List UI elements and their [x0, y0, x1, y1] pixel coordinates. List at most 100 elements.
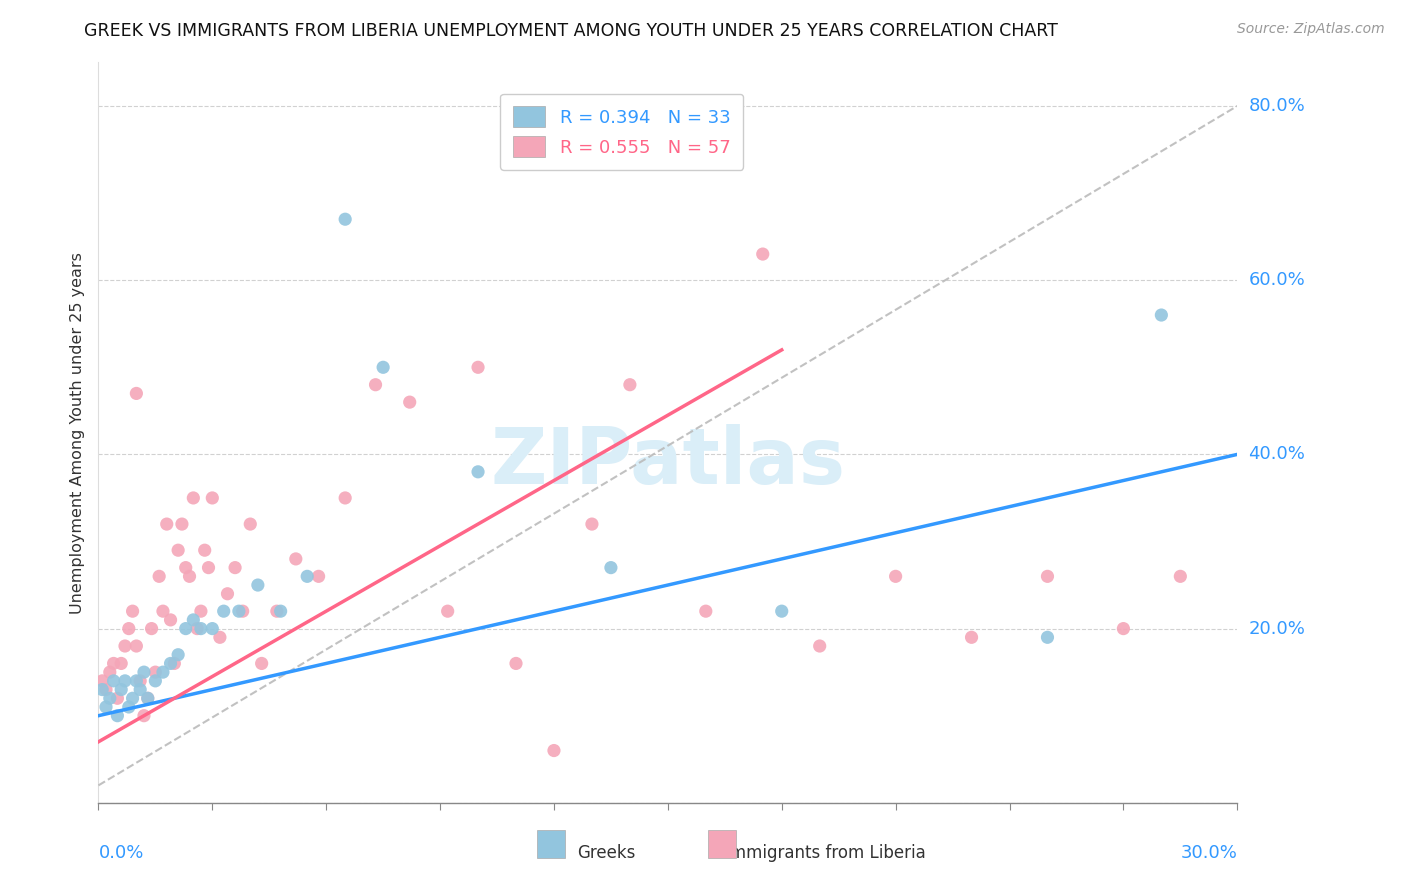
Text: 60.0%: 60.0% — [1249, 271, 1305, 289]
Point — [94, 682, 117, 697]
Text: Greeks: Greeks — [576, 844, 636, 862]
Point — [194, 543, 217, 558]
Point — [121, 604, 143, 618]
Point — [270, 604, 292, 618]
Point — [179, 569, 201, 583]
Point — [167, 543, 190, 558]
Point — [91, 673, 114, 688]
Point — [141, 622, 163, 636]
Point — [371, 360, 394, 375]
Point — [129, 673, 152, 688]
Point — [1036, 630, 1059, 644]
Point — [808, 639, 831, 653]
Point — [98, 665, 121, 680]
Point — [250, 657, 273, 671]
Point — [335, 491, 357, 505]
Point — [148, 569, 170, 583]
Point — [103, 673, 125, 688]
Point — [129, 682, 152, 697]
Point — [505, 657, 527, 671]
Point — [114, 639, 136, 653]
Point — [145, 665, 167, 680]
Point — [132, 708, 155, 723]
Text: 0.0%: 0.0% — [98, 844, 143, 862]
Point — [284, 552, 307, 566]
Point — [125, 639, 148, 653]
Point — [364, 377, 387, 392]
Text: 30.0%: 30.0% — [1181, 844, 1237, 862]
Point — [186, 622, 208, 636]
Point — [1170, 569, 1192, 583]
Point — [228, 604, 250, 618]
Point — [118, 700, 141, 714]
Point — [467, 465, 489, 479]
Point — [132, 665, 155, 680]
Point — [308, 569, 330, 583]
Point — [884, 569, 907, 583]
Point — [695, 604, 717, 618]
Point — [174, 622, 197, 636]
Point — [170, 517, 193, 532]
Point — [174, 560, 197, 574]
Point — [107, 691, 129, 706]
Point — [159, 613, 181, 627]
Point — [1036, 569, 1059, 583]
Point — [197, 560, 219, 574]
Point — [208, 630, 231, 644]
Point — [114, 673, 136, 688]
Point — [183, 491, 205, 505]
Point — [107, 708, 129, 723]
Text: 80.0%: 80.0% — [1249, 97, 1305, 115]
Point — [91, 682, 114, 697]
Legend: R = 0.394   N = 33, R = 0.555   N = 57: R = 0.394 N = 33, R = 0.555 N = 57 — [501, 94, 744, 169]
Point — [110, 657, 132, 671]
Point — [156, 517, 179, 532]
Point — [125, 673, 148, 688]
Point — [239, 517, 262, 532]
FancyBboxPatch shape — [537, 830, 565, 858]
Point — [232, 604, 254, 618]
Point — [212, 604, 235, 618]
Text: Immigrants from Liberia: Immigrants from Liberia — [725, 844, 925, 862]
Point — [201, 491, 224, 505]
Text: Source: ZipAtlas.com: Source: ZipAtlas.com — [1237, 22, 1385, 37]
Point — [960, 630, 983, 644]
Text: 20.0%: 20.0% — [1249, 620, 1305, 638]
Point — [125, 386, 148, 401]
Point — [163, 657, 186, 671]
Point — [183, 613, 205, 627]
Point — [224, 560, 246, 574]
Point — [467, 360, 489, 375]
Point — [297, 569, 319, 583]
Point — [543, 743, 565, 757]
Y-axis label: Unemployment Among Youth under 25 years: Unemployment Among Youth under 25 years — [70, 252, 86, 614]
Point — [121, 691, 143, 706]
Point — [190, 604, 212, 618]
Point — [752, 247, 775, 261]
Point — [1150, 308, 1173, 322]
Point — [335, 212, 357, 227]
Text: 40.0%: 40.0% — [1249, 445, 1305, 464]
Point — [217, 587, 239, 601]
Point — [98, 691, 121, 706]
Point — [103, 657, 125, 671]
Point — [152, 604, 174, 618]
Point — [118, 622, 141, 636]
Point — [398, 395, 420, 409]
Point — [136, 691, 159, 706]
Point — [266, 604, 288, 618]
FancyBboxPatch shape — [707, 830, 737, 858]
Point — [190, 622, 212, 636]
Point — [201, 622, 224, 636]
Point — [110, 682, 132, 697]
Text: ZIPatlas: ZIPatlas — [491, 425, 845, 500]
Point — [600, 560, 623, 574]
Point — [1112, 622, 1135, 636]
Point — [167, 648, 190, 662]
Point — [581, 517, 603, 532]
Point — [619, 377, 641, 392]
Text: GREEK VS IMMIGRANTS FROM LIBERIA UNEMPLOYMENT AMONG YOUTH UNDER 25 YEARS CORRELA: GREEK VS IMMIGRANTS FROM LIBERIA UNEMPLO… — [84, 22, 1059, 40]
Point — [770, 604, 793, 618]
Point — [94, 700, 117, 714]
Point — [152, 665, 174, 680]
